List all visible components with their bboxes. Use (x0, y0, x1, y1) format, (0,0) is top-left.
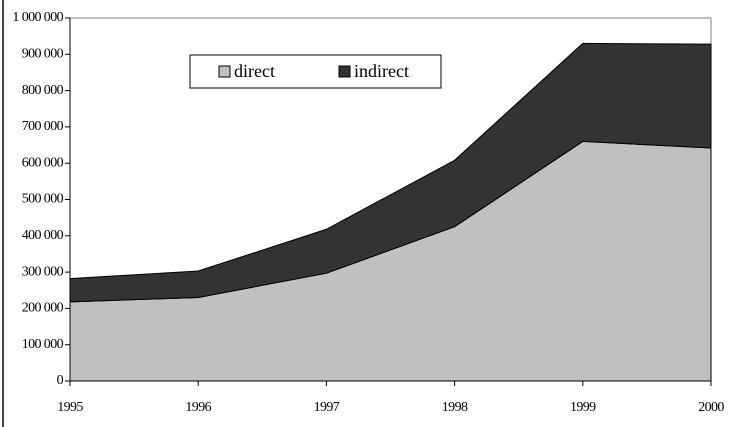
y-tick-label: 300 000 (22, 264, 64, 279)
area (69, 42, 712, 303)
area (69, 140, 712, 382)
legend-swatch (338, 65, 351, 78)
y-tick-label: 800 000 (22, 83, 64, 98)
x-tick-label: 1999 (570, 400, 596, 415)
y-tick-label: 900 000 (22, 47, 64, 62)
y-tick-label: 700 000 (22, 119, 64, 134)
legend-swatch (218, 65, 231, 78)
y-tick-label: 400 000 (22, 228, 64, 243)
y-tick-label: 1 000 000 (12, 10, 63, 25)
x-tick-label: 1998 (442, 400, 468, 415)
y-tick-label: 0 (57, 373, 64, 388)
x-tick-label: 1996 (185, 400, 211, 415)
y-tick-label: 200 000 (22, 301, 64, 316)
y-tick-label: 500 000 (22, 192, 64, 207)
legend-box (189, 54, 442, 89)
legend-label: direct (234, 61, 275, 81)
y-tick-label: 600 000 (22, 155, 64, 170)
x-tick-label: 1995 (57, 400, 83, 415)
x-tick-label: 1997 (314, 400, 340, 415)
y-tick-label: 100 000 (22, 337, 64, 352)
legend-label: indirect (354, 61, 409, 81)
x-tick-label: 2000 (698, 400, 724, 415)
